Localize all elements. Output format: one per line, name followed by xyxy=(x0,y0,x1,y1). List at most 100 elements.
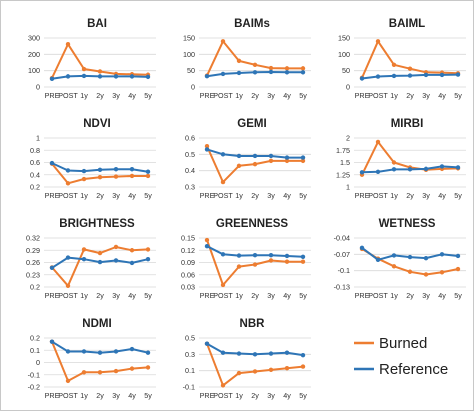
data-point-burned xyxy=(129,173,135,179)
data-point-reference xyxy=(391,253,397,258)
y-tick-label: 0.23 xyxy=(26,270,40,279)
x-tick-label: 3y xyxy=(267,391,275,400)
data-point-burned xyxy=(268,367,274,373)
y-tick-label: 1 xyxy=(346,183,350,192)
data-point-burned xyxy=(236,163,242,168)
data-point-reference xyxy=(145,350,151,355)
x-tick-label: 2y xyxy=(251,391,259,400)
x-tick-label: 4y xyxy=(438,191,446,200)
data-point-burned xyxy=(284,66,290,71)
y-tick-label: 0 xyxy=(36,358,40,367)
y-tick-label: 0.1 xyxy=(30,346,40,355)
data-point-reference xyxy=(284,253,290,259)
chart-title: GEMI xyxy=(237,118,266,130)
y-tick-label: 0.32 xyxy=(26,234,40,243)
x-tick-label: 1y xyxy=(235,391,243,400)
y-tick-label: 0.2 xyxy=(30,283,40,292)
data-point-reference xyxy=(49,160,55,166)
y-tick-label: 0.06 xyxy=(181,270,195,279)
x-tick-label: 3y xyxy=(267,291,275,300)
data-point-burned xyxy=(97,69,103,74)
data-point-reference xyxy=(423,255,429,261)
x-tick-label: POST xyxy=(213,391,233,400)
y-tick-label: 0.5 xyxy=(185,334,195,343)
x-tick-label: 1y xyxy=(390,191,398,200)
data-point-burned xyxy=(252,62,258,67)
data-point-reference xyxy=(300,254,306,259)
x-tick-label: PRE xyxy=(45,191,60,200)
data-point-burned xyxy=(391,160,397,165)
data-point-reference xyxy=(220,350,226,355)
y-tick-label: -0.1 xyxy=(338,266,350,275)
x-tick-label: 1y xyxy=(80,291,88,300)
data-point-reference xyxy=(236,253,242,258)
legend: Burned Reference xyxy=(354,335,448,378)
data-point-reference xyxy=(81,168,87,174)
y-tick-label: 0.3 xyxy=(185,183,195,192)
data-point-burned xyxy=(300,259,306,264)
x-tick-label: 4y xyxy=(128,391,136,400)
x-tick-label: 3y xyxy=(267,91,275,100)
data-point-reference xyxy=(236,351,242,356)
y-tick-label: 50 xyxy=(342,66,350,75)
chart-title: BAI xyxy=(87,18,107,30)
y-tick-label: 300 xyxy=(28,34,40,43)
x-tick-label: 1y xyxy=(390,291,398,300)
y-tick-label: 1.25 xyxy=(336,170,350,179)
x-tick-label: POST xyxy=(58,191,78,200)
data-point-reference xyxy=(375,169,381,175)
data-point-reference xyxy=(284,155,290,160)
x-tick-label: 2y xyxy=(251,291,259,300)
x-tick-label: 3y xyxy=(112,91,120,100)
y-tick-label: 2 xyxy=(346,134,350,143)
data-point-reference xyxy=(236,70,242,76)
x-tick-label: PRE xyxy=(355,91,370,100)
chart-title: GREENNESS xyxy=(216,218,289,230)
x-tick-label: 1y xyxy=(235,91,243,100)
data-point-reference xyxy=(252,70,258,75)
data-point-reference xyxy=(65,255,71,260)
y-tick-label: 150 xyxy=(338,34,350,43)
y-tick-label: 0.1 xyxy=(185,366,195,375)
y-tick-label: 1.5 xyxy=(340,158,350,167)
data-point-burned xyxy=(252,369,258,374)
data-point-reference xyxy=(375,74,381,79)
data-point-reference xyxy=(129,74,135,79)
data-point-burned xyxy=(65,378,71,384)
data-point-reference xyxy=(204,74,210,79)
data-point-burned xyxy=(284,259,290,264)
x-tick-label: 4y xyxy=(283,391,291,400)
x-tick-label: POST xyxy=(213,91,233,100)
x-tick-label: 4y xyxy=(283,191,291,200)
x-tick-label: PRE xyxy=(200,91,215,100)
y-tick-label: 0.3 xyxy=(185,350,195,359)
y-tick-label: 100 xyxy=(338,50,350,59)
data-point-burned xyxy=(407,269,413,274)
data-point-reference xyxy=(81,257,87,262)
x-tick-label: PRE xyxy=(200,391,215,400)
x-tick-label: 5y xyxy=(299,191,307,200)
legend-burned-label: Burned xyxy=(379,335,427,352)
y-tick-label: 1 xyxy=(36,134,40,143)
x-tick-label: 3y xyxy=(422,291,430,300)
x-tick-label: 4y xyxy=(128,91,136,100)
data-point-reference xyxy=(65,349,71,354)
x-tick-label: POST xyxy=(368,191,388,200)
data-point-burned xyxy=(236,370,242,376)
x-tick-label: 5y xyxy=(454,91,462,100)
data-point-burned xyxy=(252,262,258,267)
data-point-reference xyxy=(423,72,429,78)
x-tick-label: 1y xyxy=(235,291,243,300)
data-point-burned xyxy=(220,39,226,44)
y-tick-label: 0.2 xyxy=(30,334,40,343)
x-tick-label: 2y xyxy=(406,291,414,300)
x-tick-label: POST xyxy=(58,391,78,400)
y-tick-label: -0.07 xyxy=(334,250,350,259)
data-point-burned xyxy=(220,282,226,288)
data-point-burned xyxy=(204,237,210,243)
x-tick-label: 2y xyxy=(406,191,414,200)
x-tick-label: 2y xyxy=(96,191,104,200)
